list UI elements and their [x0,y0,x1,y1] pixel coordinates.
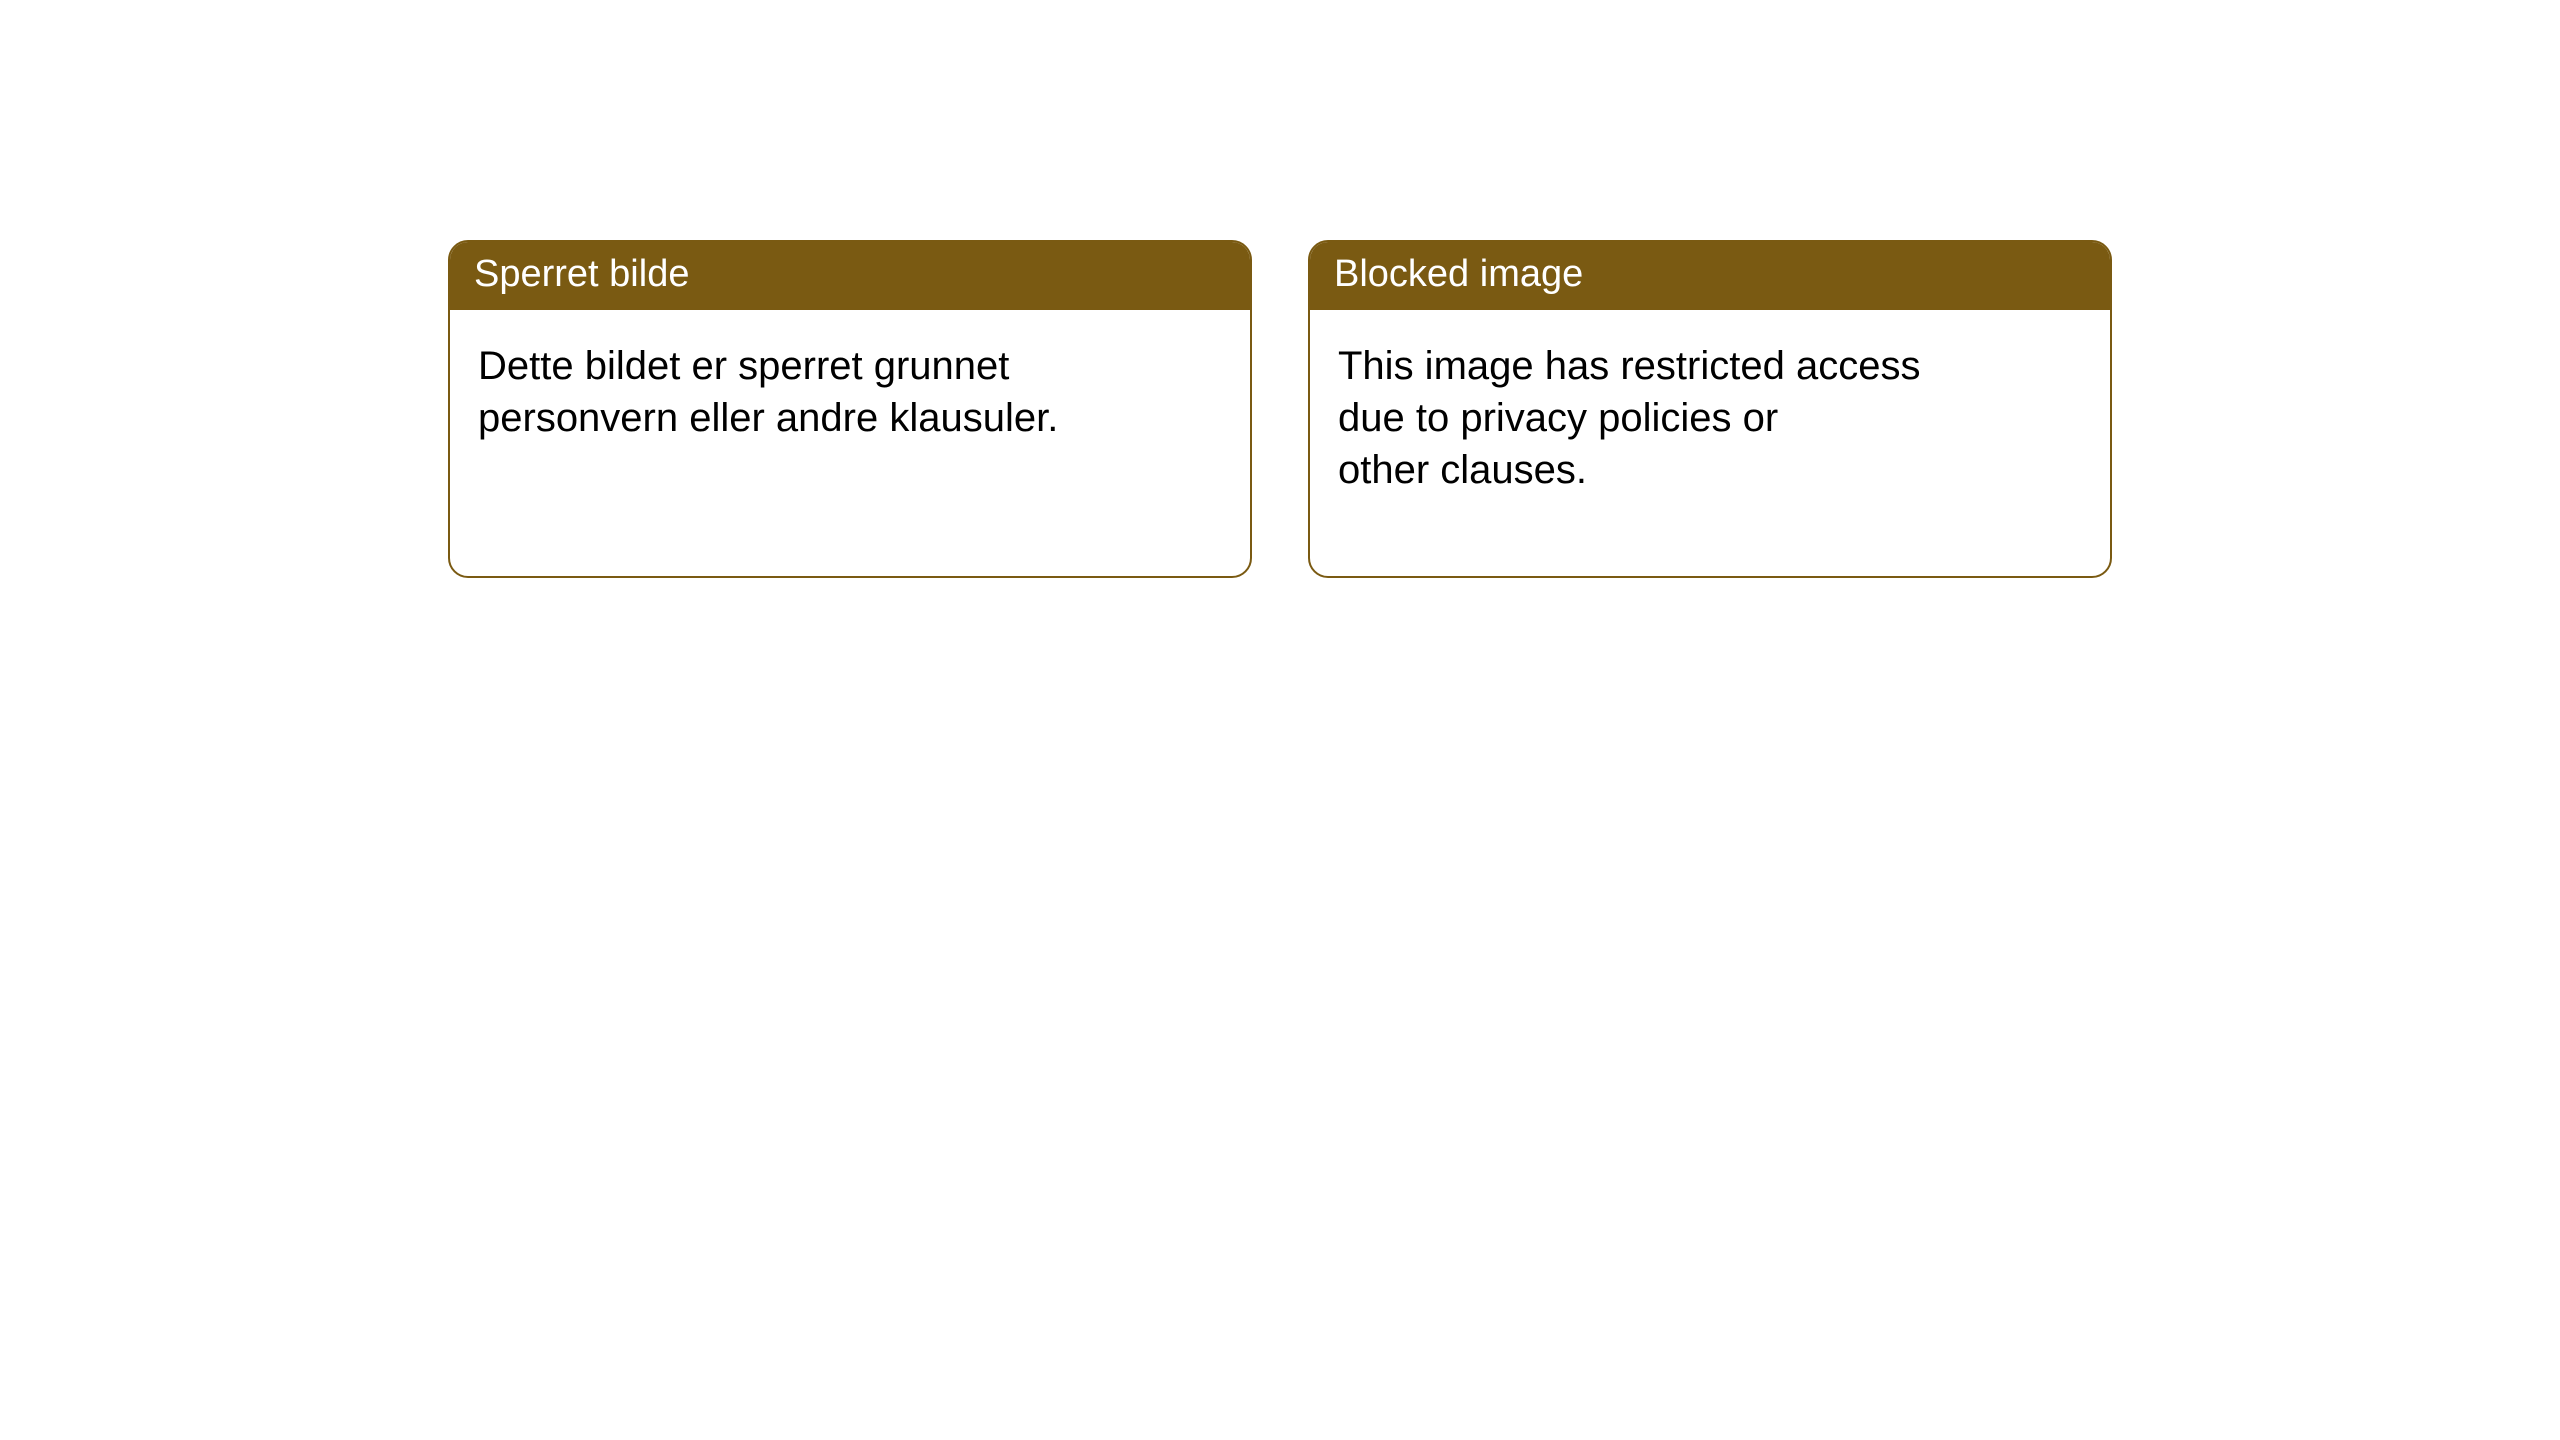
notice-card-norwegian: Sperret bilde Dette bildet er sperret gr… [448,240,1252,578]
card-title: Sperret bilde [450,242,1250,310]
card-title: Blocked image [1310,242,2110,310]
cards-container: Sperret bilde Dette bildet er sperret gr… [0,0,2560,578]
card-body-text: This image has restricted access due to … [1310,310,2110,576]
notice-card-english: Blocked image This image has restricted … [1308,240,2112,578]
card-body-text: Dette bildet er sperret grunnet personve… [450,310,1250,524]
